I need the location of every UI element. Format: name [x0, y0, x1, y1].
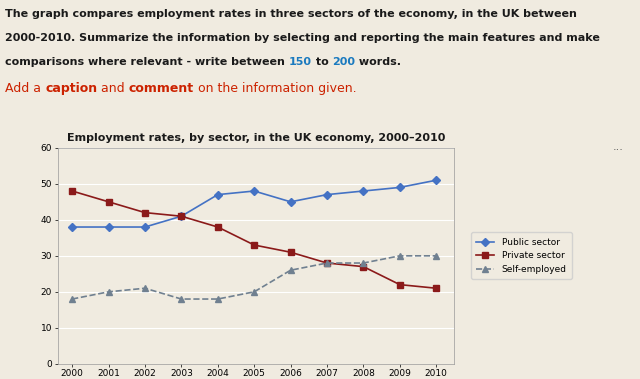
- Private sector: [433, 286, 440, 290]
- Private sector: [250, 243, 258, 247]
- Text: words.: words.: [355, 57, 401, 67]
- Text: on the information given.: on the information given.: [194, 82, 356, 95]
- Public sector: [105, 225, 113, 229]
- Public sector: [68, 225, 76, 229]
- Self-employed: [68, 297, 76, 301]
- Public sector: [250, 189, 258, 193]
- Private sector: [214, 225, 221, 229]
- Text: caption: caption: [45, 82, 97, 95]
- Self-employed: [287, 268, 294, 273]
- Text: comment: comment: [129, 82, 194, 95]
- Self-employed: [141, 286, 149, 290]
- Text: Add a: Add a: [5, 82, 45, 95]
- Private sector: [396, 282, 404, 287]
- Self-employed: [396, 254, 404, 258]
- Text: comparisons where relevant - write between: comparisons where relevant - write betwe…: [5, 57, 289, 67]
- Self-employed: [323, 261, 331, 265]
- Public sector: [433, 178, 440, 183]
- Text: and: and: [97, 82, 129, 95]
- Private sector: [177, 214, 185, 218]
- Self-employed: [105, 290, 113, 294]
- Private sector: [68, 189, 76, 193]
- Self-employed: [250, 290, 258, 294]
- Public sector: [396, 185, 404, 190]
- Public sector: [287, 200, 294, 204]
- Text: 200: 200: [332, 57, 355, 67]
- Self-employed: [360, 261, 367, 265]
- Self-employed: [177, 297, 185, 301]
- Public sector: [360, 189, 367, 193]
- Line: Private sector: Private sector: [69, 188, 439, 291]
- Legend: Public sector, Private sector, Self-employed: Public sector, Private sector, Self-empl…: [471, 232, 572, 279]
- Private sector: [360, 265, 367, 269]
- Line: Self-employed: Self-employed: [69, 253, 439, 302]
- Public sector: [323, 193, 331, 197]
- Private sector: [323, 261, 331, 265]
- Private sector: [105, 200, 113, 204]
- Private sector: [141, 210, 149, 215]
- Text: ...: ...: [613, 142, 624, 152]
- Public sector: [177, 214, 185, 218]
- Text: The graph compares employment rates in three sectors of the economy, in the UK b: The graph compares employment rates in t…: [5, 9, 577, 19]
- Line: Public sector: Public sector: [69, 177, 439, 230]
- Self-employed: [433, 254, 440, 258]
- Private sector: [287, 250, 294, 255]
- Public sector: [141, 225, 149, 229]
- Public sector: [214, 193, 221, 197]
- Text: 150: 150: [289, 57, 312, 67]
- Title: Employment rates, by sector, in the UK economy, 2000–2010: Employment rates, by sector, in the UK e…: [67, 133, 445, 143]
- Self-employed: [214, 297, 221, 301]
- Text: to: to: [312, 57, 332, 67]
- Text: 2000-2010. Summarize the information by selecting and reporting the main feature: 2000-2010. Summarize the information by …: [5, 33, 600, 43]
